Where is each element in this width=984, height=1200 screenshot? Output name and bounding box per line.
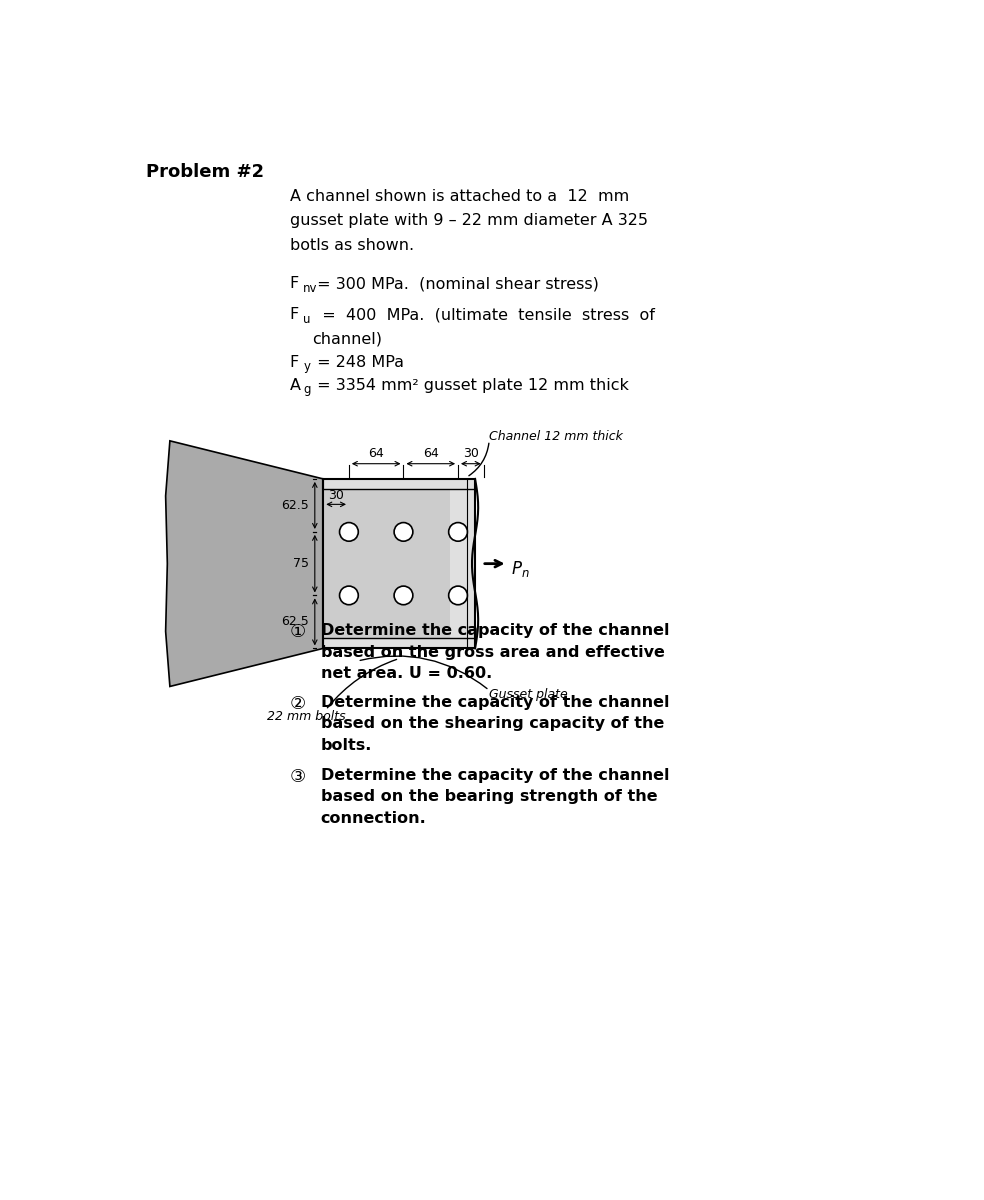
- Text: 64: 64: [423, 448, 439, 461]
- Text: 62.5: 62.5: [280, 616, 309, 629]
- Polygon shape: [165, 440, 324, 686]
- Text: A: A: [289, 378, 301, 394]
- Text: F: F: [289, 276, 299, 292]
- Text: channel): channel): [313, 332, 383, 347]
- Text: u: u: [303, 313, 311, 325]
- Text: Determine the capacity of the channel
based on the shearing capacity of the
bolt: Determine the capacity of the channel ba…: [321, 695, 669, 752]
- Text: =  400  MPa.  (ultimate  tensile  stress  of: = 400 MPa. (ultimate tensile stress of: [313, 307, 655, 323]
- Circle shape: [449, 522, 467, 541]
- Polygon shape: [324, 490, 450, 638]
- Circle shape: [395, 586, 413, 605]
- Text: ③: ③: [289, 768, 306, 786]
- Text: gusset plate with 9 – 22 mm diameter A 325: gusset plate with 9 – 22 mm diameter A 3…: [289, 214, 647, 228]
- Text: Determine the capacity of the channel
based on the gross area and effective
net : Determine the capacity of the channel ba…: [321, 623, 669, 682]
- Text: 64: 64: [368, 448, 384, 461]
- Text: 75: 75: [292, 557, 309, 570]
- Text: g: g: [303, 384, 311, 396]
- Text: F: F: [289, 307, 299, 323]
- Text: F: F: [289, 355, 299, 370]
- Circle shape: [395, 522, 413, 541]
- Text: A channel shown is attached to a  12  mm: A channel shown is attached to a 12 mm: [289, 188, 629, 204]
- Text: y: y: [303, 360, 310, 373]
- Circle shape: [339, 586, 358, 605]
- Text: = 3354 mm² gusset plate 12 mm thick: = 3354 mm² gusset plate 12 mm thick: [313, 378, 630, 394]
- Circle shape: [449, 586, 467, 605]
- Text: Gusset plate: Gusset plate: [489, 689, 568, 702]
- Text: Channel 12 mm thick: Channel 12 mm thick: [489, 430, 623, 443]
- Text: ②: ②: [289, 695, 306, 713]
- Text: 22 mm bolts: 22 mm bolts: [267, 709, 345, 722]
- Text: $P_n$: $P_n$: [512, 559, 530, 580]
- Polygon shape: [324, 479, 475, 648]
- Text: 30: 30: [329, 490, 344, 502]
- Text: = 300 MPa.  (nominal shear stress): = 300 MPa. (nominal shear stress): [313, 276, 599, 292]
- Text: botls as shown.: botls as shown.: [289, 238, 413, 253]
- Text: Problem #2: Problem #2: [147, 163, 265, 181]
- Text: ①: ①: [289, 623, 306, 641]
- Text: = 248 MPa: = 248 MPa: [313, 355, 404, 370]
- Text: 62.5: 62.5: [280, 499, 309, 512]
- Circle shape: [339, 522, 358, 541]
- Text: nv: nv: [303, 282, 318, 295]
- Text: Determine the capacity of the channel
based on the bearing strength of the
conne: Determine the capacity of the channel ba…: [321, 768, 669, 826]
- Text: 30: 30: [462, 448, 479, 461]
